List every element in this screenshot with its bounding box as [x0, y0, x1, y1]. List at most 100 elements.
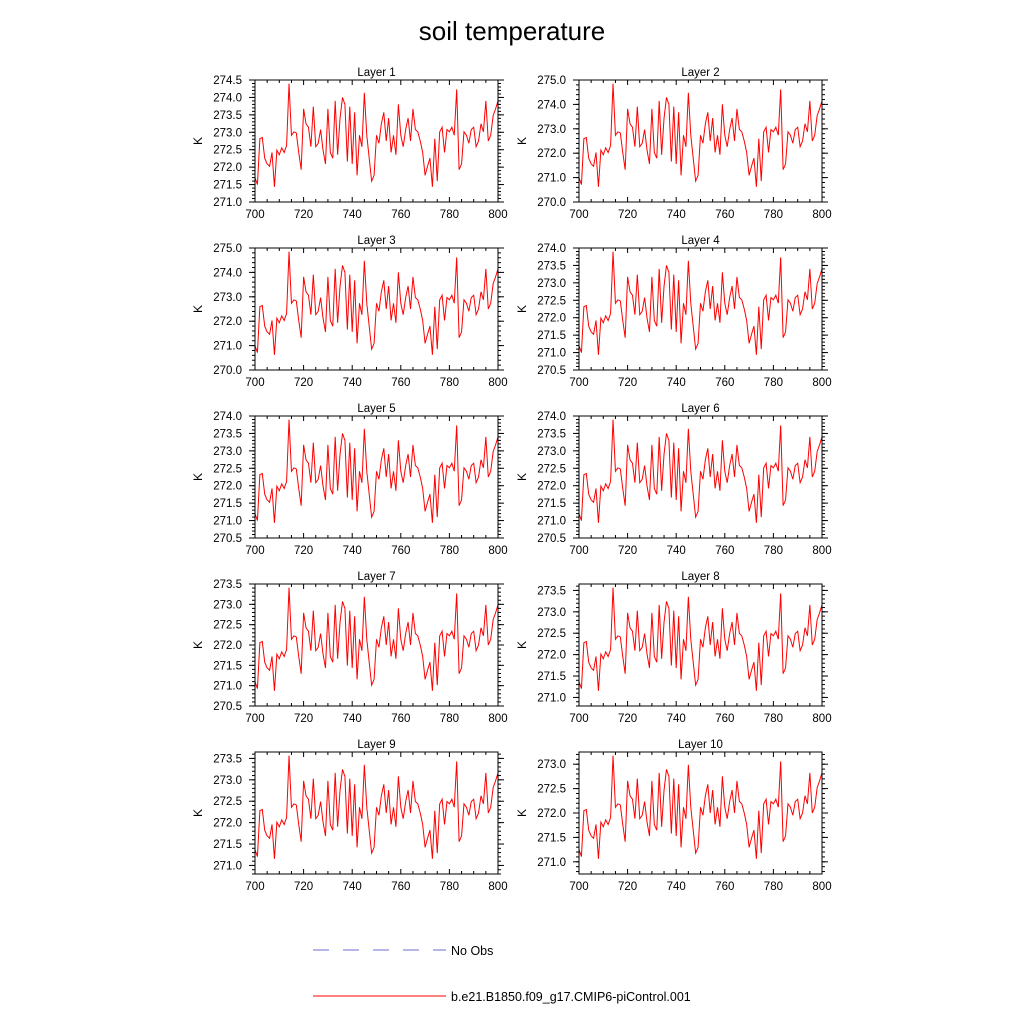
- y-tick-label: 274.0: [537, 99, 566, 111]
- series-line: [254, 83, 499, 187]
- x-tick-label: 800: [812, 881, 831, 893]
- x-tick-label: 800: [812, 713, 831, 725]
- y-tick-label: 272.0: [537, 481, 566, 493]
- y-tick-label: 271.0: [537, 516, 566, 528]
- panel-title: Layer 1: [357, 67, 395, 79]
- x-tick-label: 700: [245, 209, 264, 221]
- legend: No Obs b.e21.B1850.f09_g17.CMIP6-piContr…: [313, 944, 691, 1004]
- x-tick-label: 800: [488, 545, 507, 557]
- series-line: [254, 251, 499, 355]
- x-tick-label: 740: [667, 881, 686, 893]
- x-tick-label: 700: [569, 377, 588, 389]
- panel-layer-1: Layer 1 K 700 720 740 760 780 800 271.0 271.5 272.…: [191, 67, 508, 221]
- y-axis-label: K: [515, 305, 529, 313]
- x-tick-label: 800: [488, 377, 507, 389]
- panel-layer-6: Layer 6 K 700 720 740 760 780 800 270.5 271.0 271.…: [515, 403, 832, 557]
- y-tick-label: 273.5: [213, 428, 242, 440]
- y-tick-label: 274.0: [537, 243, 566, 255]
- x-tick-label: 780: [764, 881, 783, 893]
- panel-layer-9: Layer 9 K 700 720 740 760 780 800 271.0 271.5 272.…: [191, 739, 508, 893]
- panel-title: Layer 2: [681, 67, 719, 79]
- y-tick-label: 272.5: [213, 145, 242, 157]
- x-tick-label: 720: [294, 713, 313, 725]
- x-tick-label: 740: [667, 377, 686, 389]
- x-tick-label: 740: [667, 545, 686, 557]
- y-tick-label: 270.5: [537, 365, 566, 377]
- x-tick-label: 800: [812, 377, 831, 389]
- y-tick-label: 272.5: [213, 463, 242, 475]
- x-tick-label: 780: [440, 713, 459, 725]
- x-tick-label: 800: [488, 881, 507, 893]
- y-tick-label: 273.0: [213, 446, 242, 458]
- y-tick-label: 271.5: [213, 498, 242, 510]
- y-tick-label: 272.5: [537, 295, 566, 307]
- y-tick-label: 271.0: [213, 681, 242, 693]
- y-tick-label: 273.0: [213, 775, 242, 787]
- y-axis-label: K: [191, 641, 205, 649]
- x-tick-label: 760: [391, 377, 410, 389]
- y-axis-label: K: [191, 473, 205, 481]
- x-tick-label: 720: [618, 209, 637, 221]
- y-tick-label: 272.0: [213, 818, 242, 830]
- x-tick-label: 740: [343, 881, 362, 893]
- y-tick-label: 270.0: [537, 197, 566, 209]
- y-axis-label: K: [191, 809, 205, 817]
- panel-title: Layer 10: [678, 739, 723, 751]
- y-axis-label: K: [515, 641, 529, 649]
- x-tick-label: 700: [245, 713, 264, 725]
- panel-title: Layer 5: [357, 403, 395, 415]
- y-tick-label: 272.0: [537, 650, 566, 662]
- y-tick-label: 271.5: [537, 498, 566, 510]
- panel-title: Layer 7: [357, 571, 395, 583]
- y-tick-label: 271.5: [537, 330, 566, 342]
- y-tick-label: 273.0: [537, 278, 566, 290]
- panel-layer-10: Layer 10 K 700 720 740 760 780 800 271.0 271.5 272…: [515, 739, 832, 893]
- x-tick-label: 700: [569, 209, 588, 221]
- panel-layer-4: Layer 4 K 700 720 740 760 780 800 270.5 271.0 271.…: [515, 235, 832, 389]
- y-tick-label: 273.5: [213, 579, 242, 591]
- legend-model-label: b.e21.B1850.f09_g17.CMIP6-piControl.001: [451, 990, 691, 1004]
- y-tick-label: 271.0: [537, 348, 566, 360]
- x-tick-label: 720: [294, 545, 313, 557]
- x-tick-label: 700: [245, 377, 264, 389]
- y-tick-label: 275.0: [213, 243, 242, 255]
- y-tick-label: 273.5: [537, 428, 566, 440]
- y-tick-label: 270.0: [213, 365, 242, 377]
- x-tick-label: 760: [715, 545, 734, 557]
- x-tick-label: 780: [440, 377, 459, 389]
- y-tick-label: 272.5: [213, 796, 242, 808]
- x-tick-label: 760: [715, 209, 734, 221]
- y-tick-label: 271.5: [213, 839, 242, 851]
- y-tick-label: 272.0: [537, 313, 566, 325]
- y-axis-label: K: [191, 137, 205, 145]
- y-tick-label: 271.0: [213, 341, 242, 353]
- y-tick-label: 275.0: [537, 75, 566, 87]
- x-tick-label: 720: [618, 377, 637, 389]
- x-tick-label: 740: [343, 209, 362, 221]
- y-tick-label: 274.0: [537, 411, 566, 423]
- y-tick-label: 274.0: [213, 267, 242, 279]
- y-tick-label: 271.0: [537, 173, 566, 185]
- y-tick-label: 273.5: [213, 110, 242, 122]
- y-tick-label: 272.5: [213, 620, 242, 632]
- panel-layer-2: Layer 2 K 700 720 740 760 780 800 270.0 271.0 272.…: [515, 67, 832, 221]
- y-tick-label: 271.5: [537, 832, 566, 844]
- y-tick-label: 273.5: [213, 753, 242, 765]
- x-tick-label: 760: [715, 713, 734, 725]
- x-tick-label: 720: [618, 881, 637, 893]
- y-tick-label: 273.0: [537, 124, 566, 136]
- series-line: [578, 251, 823, 355]
- y-tick-label: 273.0: [213, 599, 242, 611]
- panel-title: Layer 4: [681, 235, 720, 247]
- x-tick-label: 700: [569, 713, 588, 725]
- x-tick-label: 800: [812, 545, 831, 557]
- y-tick-label: 273.0: [213, 127, 242, 139]
- figure-title: soil temperature: [419, 16, 605, 46]
- y-tick-label: 272.5: [537, 463, 566, 475]
- y-tick-label: 272.0: [213, 162, 242, 174]
- y-tick-label: 271.5: [213, 180, 242, 192]
- x-tick-label: 740: [343, 377, 362, 389]
- x-tick-label: 700: [245, 545, 264, 557]
- y-tick-label: 271.0: [213, 860, 242, 872]
- x-tick-label: 700: [569, 881, 588, 893]
